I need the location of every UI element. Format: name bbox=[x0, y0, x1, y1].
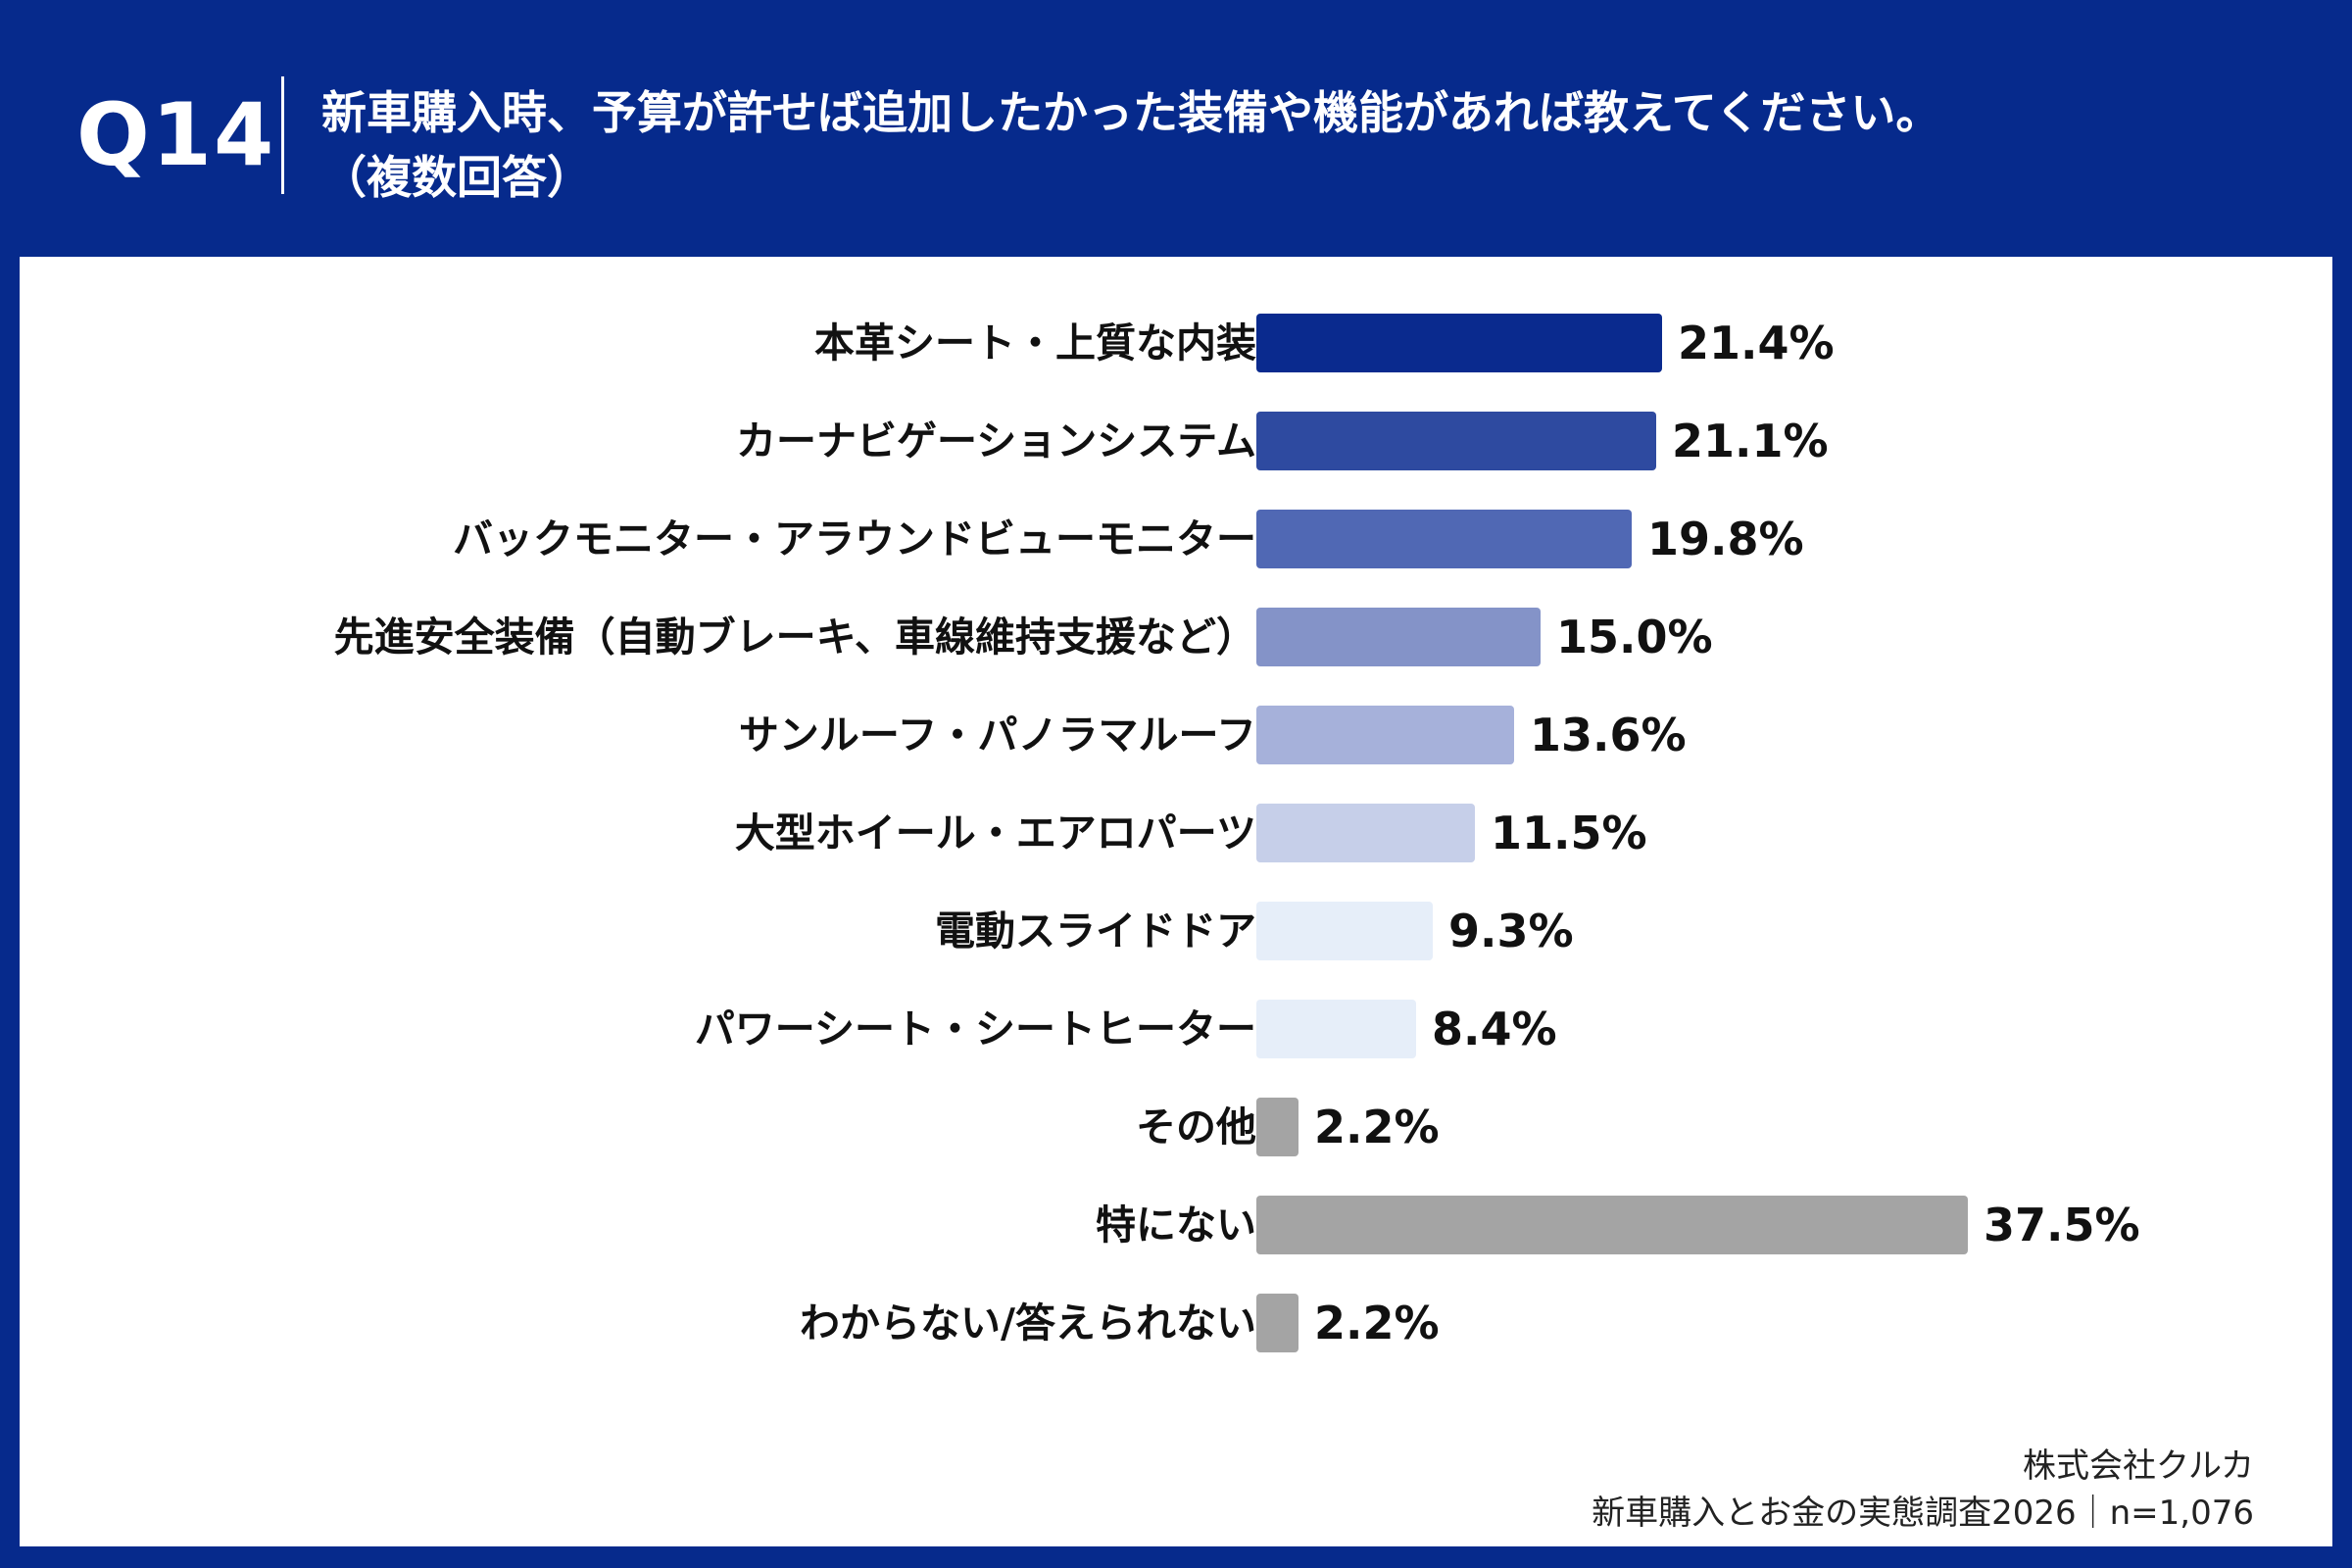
bar bbox=[1256, 1294, 1298, 1352]
category-label: 大型ホイール・エアロパーツ bbox=[734, 809, 1256, 857]
bar bbox=[1256, 804, 1475, 862]
question-line-2: （複数回答） bbox=[321, 151, 592, 204]
bar bbox=[1256, 608, 1541, 666]
category-label: 電動スライドドア bbox=[935, 907, 1256, 955]
bar bbox=[1256, 706, 1514, 764]
bar-row: 先進安全装備（自動ブレーキ、車線維持支援など） 15.0% bbox=[20, 608, 2332, 666]
bar bbox=[1256, 902, 1433, 960]
bar bbox=[1256, 412, 1656, 470]
value-label: 8.4% bbox=[1432, 1003, 1557, 1055]
chart-panel: 本革シート・上質な内装 21.4% カーナビゲーションシステム 21.1% バックモニタ… bbox=[20, 257, 2332, 1546]
bar-row: サンルーフ・パノラマルーフ 13.6% bbox=[20, 706, 2332, 764]
category-label: 本革シート・上質な内装 bbox=[814, 319, 1256, 367]
category-label: わからない/答えられない bbox=[800, 1299, 1256, 1347]
category-label: その他 bbox=[1136, 1103, 1256, 1151]
value-label: 37.5% bbox=[1984, 1199, 2140, 1251]
bar-row: 本革シート・上質な内装 21.4% bbox=[20, 314, 2332, 372]
question-line-1: 新車購入時、予算が許せば追加したかった装備や機能があれば教えてください。 bbox=[321, 86, 1941, 139]
header: Q14 新車購入時、予算が許せば追加したかった装備や機能があれば教えてください。… bbox=[0, 0, 2352, 257]
bar-row: その他 2.2% bbox=[20, 1098, 2332, 1156]
bar bbox=[1256, 1098, 1298, 1156]
category-label: サンルーフ・パノラマルーフ bbox=[738, 711, 1256, 759]
value-label: 21.4% bbox=[1678, 317, 1835, 369]
bar-row: わからない/答えられない 2.2% bbox=[20, 1294, 2332, 1352]
value-label: 2.2% bbox=[1314, 1297, 1440, 1349]
category-label: バックモニター・アラウンドビューモニター bbox=[453, 515, 1256, 563]
value-label: 19.8% bbox=[1647, 513, 1804, 565]
footer-company: 株式会社クルカ bbox=[2023, 1446, 2254, 1486]
question-text: 新車購入時、予算が許せば追加したかった装備や機能があれば教えてください。 （複数… bbox=[321, 80, 2281, 210]
bar bbox=[1256, 1196, 1968, 1254]
bar bbox=[1256, 1000, 1416, 1058]
value-label: 2.2% bbox=[1314, 1101, 1440, 1153]
category-label: 先進安全装備（自動ブレーキ、車線維持支援など） bbox=[333, 613, 1256, 661]
value-label: 21.1% bbox=[1672, 415, 1829, 467]
bar-row: バックモニター・アラウンドビューモニター 19.8% bbox=[20, 510, 2332, 568]
bar-row: 電動スライドドア 9.3% bbox=[20, 902, 2332, 960]
question-number: Q14 bbox=[76, 84, 276, 185]
value-label: 11.5% bbox=[1491, 807, 1647, 859]
bar-row: パワーシート・シートヒーター 8.4% bbox=[20, 1000, 2332, 1058]
header-divider bbox=[281, 76, 284, 194]
bar bbox=[1256, 510, 1632, 568]
category-label: パワーシート・シートヒーター bbox=[694, 1005, 1256, 1053]
value-label: 13.6% bbox=[1530, 709, 1687, 761]
category-label: 特にない bbox=[1096, 1201, 1256, 1249]
value-label: 9.3% bbox=[1448, 905, 1574, 957]
value-label: 15.0% bbox=[1556, 611, 1713, 663]
bar bbox=[1256, 314, 1662, 372]
bar-row: 大型ホイール・エアロパーツ 11.5% bbox=[20, 804, 2332, 862]
bar-row: カーナビゲーションシステム 21.1% bbox=[20, 412, 2332, 470]
footer-survey: 新車購入とお金の実態調査2026｜n=1,076 bbox=[1592, 1494, 2254, 1533]
bar-row: 特にない 37.5% bbox=[20, 1196, 2332, 1254]
category-label: カーナビゲーションシステム bbox=[736, 417, 1256, 465]
